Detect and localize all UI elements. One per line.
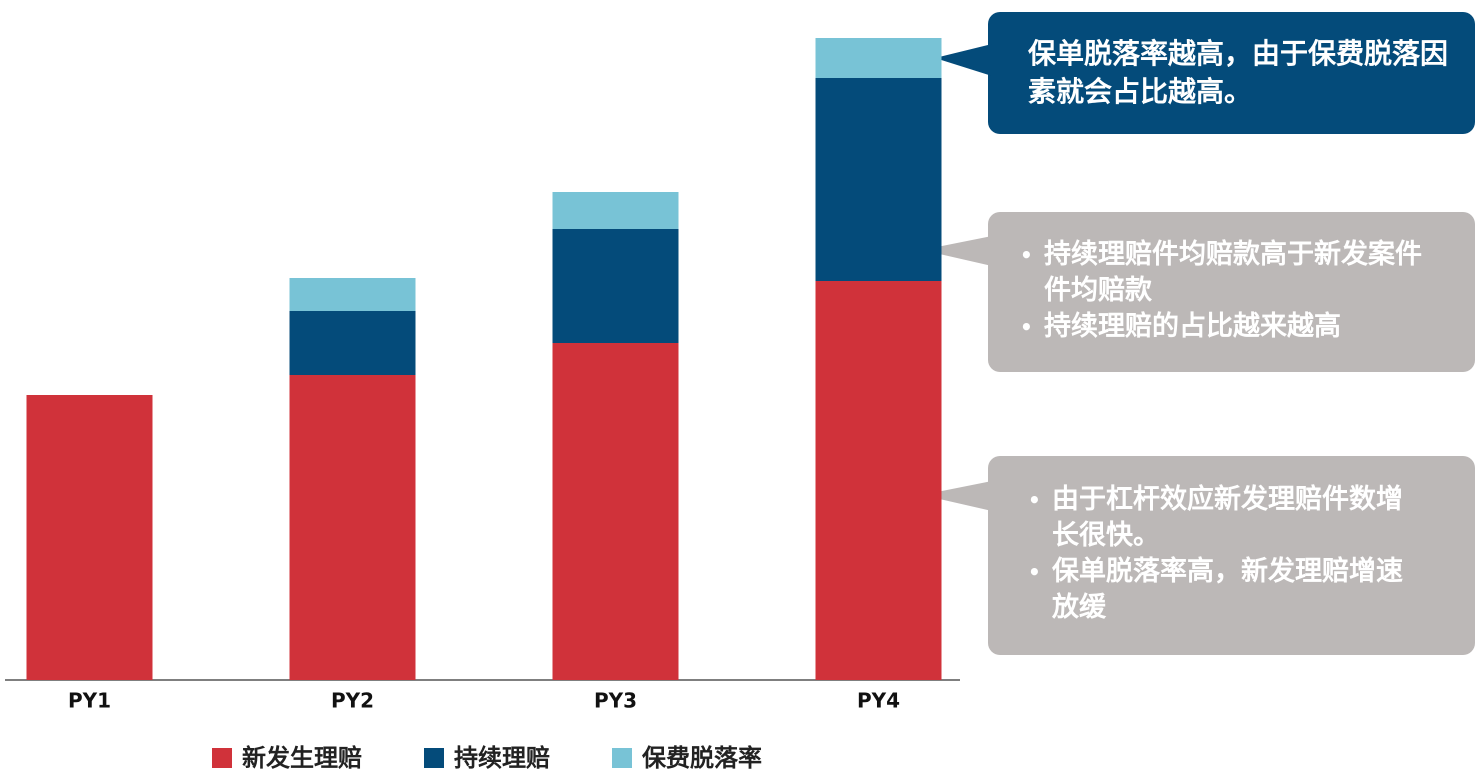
callout-item: 保单脱落率高，新发理赔增速放缓 [1028, 554, 1423, 626]
callout-box [988, 12, 1475, 134]
legend-swatch [212, 748, 232, 768]
bar-segment [289, 375, 416, 680]
callout-list: 持续理赔件均赔款高于新发案件件均赔款持续理赔的占比越来越高 [1020, 237, 1440, 345]
callout-pointer [922, 481, 992, 511]
callout-item: 持续理赔的占比越来越高 [1020, 309, 1440, 345]
bar-segment [552, 343, 679, 680]
x-tick-label: PY1 [68, 689, 111, 713]
bar-segment [552, 192, 679, 229]
bar-segment [289, 311, 416, 375]
callout-pointer [935, 44, 992, 76]
bar-segment [289, 278, 416, 311]
x-tick-label: PY4 [857, 689, 900, 713]
x-tick-label: PY3 [594, 689, 637, 713]
bar-segment [552, 229, 679, 343]
legend-label: 持续理赔 [454, 744, 550, 772]
legend-swatch [612, 748, 632, 768]
callout-pointer [922, 236, 992, 266]
callout-item: 由于杠杆效应新发理赔件数增长很快。 [1028, 482, 1423, 554]
callout-text: 保单脱落率越高，由于保费脱落因素就会占比越高。 [1028, 37, 1449, 108]
legend-label: 保费脱落率 [641, 744, 762, 772]
bar-segment [815, 281, 942, 680]
legend-swatch [424, 748, 444, 768]
callout-list: 由于杠杆效应新发理赔件数增长很快。保单脱落率高，新发理赔增速放缓 [1028, 482, 1423, 626]
callout-item: 持续理赔件均赔款高于新发案件件均赔款 [1020, 237, 1440, 309]
x-tick-label: PY2 [331, 689, 374, 713]
bar-segment [26, 395, 153, 680]
bar-segment [815, 78, 942, 281]
legend-label: 新发生理赔 [242, 744, 362, 772]
bar-segment [815, 38, 942, 78]
